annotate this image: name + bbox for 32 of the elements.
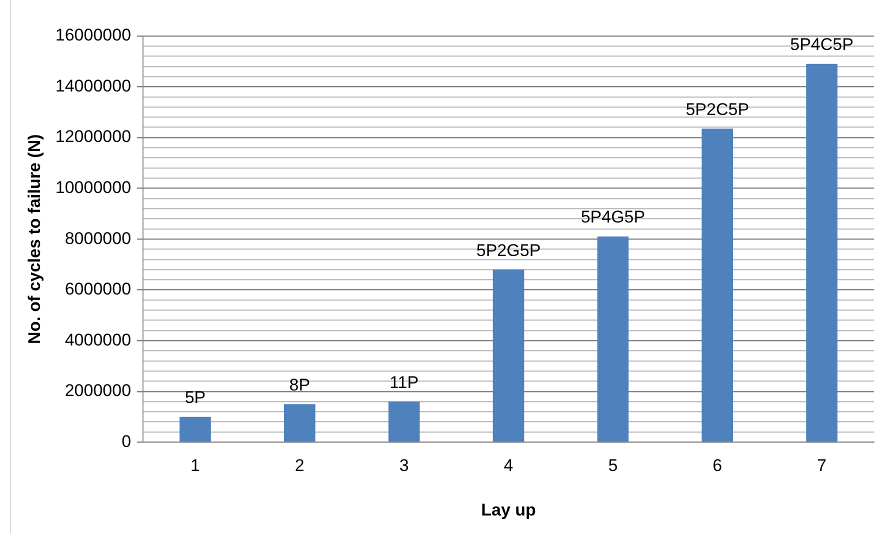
bar [702, 128, 734, 442]
annotation: 11P [390, 372, 419, 392]
x-tick-label: 3 [399, 456, 409, 476]
y-tick-label: 14000000 [55, 76, 132, 96]
x-tick-label: 2 [294, 456, 304, 476]
y-tick-label: 6000000 [64, 280, 132, 299]
x-tick-label: 7 [817, 456, 827, 476]
x-tick-label: 4 [504, 456, 514, 476]
x-tick-label: 6 [712, 456, 722, 476]
annotation: 5P4G5P [580, 208, 646, 227]
y-tick-label: 12000000 [55, 127, 132, 146]
y-tick-label: 4000000 [64, 330, 132, 350]
annotation: 5P4C5P [790, 35, 854, 54]
x-axis-title: Lay up [481, 500, 536, 520]
annotation: 5P [184, 388, 206, 407]
y-tick-label: 10000000 [55, 178, 132, 198]
x-tick-label: 1 [190, 456, 200, 476]
bar [597, 236, 629, 442]
y-tick-label: 2000000 [64, 381, 132, 400]
y-tick-label: 8000000 [64, 228, 132, 248]
y-tick-label: 16000000 [55, 26, 132, 45]
annotation: 5P2C5P [686, 100, 750, 119]
bar [388, 402, 420, 442]
bar [180, 416, 211, 442]
y-tick-label: 0 [122, 432, 132, 451]
annotation: 5P2G5P [476, 240, 541, 260]
bar [284, 404, 316, 442]
annotation: 8P [289, 375, 310, 394]
y-axis-title: No. of cycles to failure (N) [24, 134, 44, 344]
bar [492, 270, 524, 442]
bar [806, 64, 838, 442]
x-tick-label: 5 [608, 456, 618, 476]
